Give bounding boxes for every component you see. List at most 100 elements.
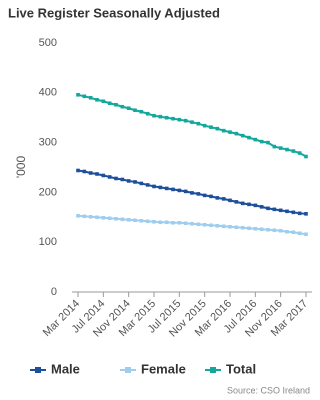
source: Source: CSO Ireland xyxy=(227,385,310,395)
y-tick-label: 400 xyxy=(39,87,57,99)
y-tick-label: 200 xyxy=(39,186,57,198)
marker xyxy=(183,189,188,194)
marker xyxy=(164,115,169,120)
marker xyxy=(234,131,239,136)
marker xyxy=(95,172,99,176)
marker xyxy=(304,232,308,237)
marker xyxy=(120,104,125,109)
marker xyxy=(259,205,264,209)
marker xyxy=(234,200,239,204)
marker xyxy=(171,220,175,225)
marker xyxy=(266,227,270,232)
marker xyxy=(228,198,232,203)
marker xyxy=(95,97,99,102)
marker xyxy=(297,151,302,155)
marker xyxy=(158,220,163,225)
marker xyxy=(139,181,144,186)
y-tick-label: 300 xyxy=(39,137,57,149)
marker xyxy=(240,201,245,206)
marker xyxy=(164,186,169,191)
marker xyxy=(190,120,194,124)
marker xyxy=(297,231,302,236)
y-axis-label: '000 xyxy=(14,156,28,179)
legend-marker xyxy=(210,367,216,373)
marker xyxy=(101,99,106,104)
marker xyxy=(228,224,232,229)
marker xyxy=(177,117,182,122)
marker xyxy=(120,217,125,222)
marker xyxy=(215,223,220,228)
marker xyxy=(101,215,106,220)
marker xyxy=(114,102,118,107)
legend-label: Total xyxy=(226,361,256,376)
marker xyxy=(266,206,270,211)
marker xyxy=(209,194,213,199)
marker xyxy=(278,146,283,150)
marker xyxy=(285,229,289,234)
marker xyxy=(253,137,258,142)
marker xyxy=(126,179,131,183)
marker xyxy=(247,226,251,231)
marker xyxy=(152,113,156,118)
marker xyxy=(215,126,220,131)
marker xyxy=(228,130,232,134)
marker xyxy=(304,212,308,216)
line xyxy=(77,93,307,158)
marker xyxy=(133,108,137,113)
chart-title: Live Register Seasonally Adjusted xyxy=(8,5,220,20)
marker xyxy=(259,227,264,232)
marker xyxy=(145,111,150,116)
marker xyxy=(133,180,137,184)
marker xyxy=(76,168,80,173)
marker xyxy=(126,217,131,222)
marker xyxy=(88,171,93,175)
marker xyxy=(196,121,201,126)
marker xyxy=(101,173,106,178)
marker xyxy=(183,221,188,226)
marker xyxy=(177,188,182,193)
legend-label: Male xyxy=(51,361,80,376)
marker xyxy=(291,210,296,215)
marker xyxy=(152,184,156,189)
marker xyxy=(272,207,277,212)
marker xyxy=(164,220,169,225)
marker xyxy=(278,208,283,213)
marker xyxy=(253,203,258,208)
legend-item: Total xyxy=(205,361,256,376)
marker xyxy=(240,133,245,138)
marker xyxy=(215,196,220,200)
marker xyxy=(253,226,258,231)
marker xyxy=(107,216,112,221)
marker xyxy=(247,135,251,140)
legend-item: Female xyxy=(120,361,186,376)
marker xyxy=(152,219,156,224)
marker xyxy=(82,94,87,99)
legend-item: Male xyxy=(30,361,80,376)
marker xyxy=(221,224,226,229)
marker xyxy=(234,225,239,230)
marker xyxy=(158,114,163,119)
marker xyxy=(158,185,163,190)
marker xyxy=(82,214,87,219)
marker xyxy=(82,169,87,174)
marker xyxy=(291,149,296,153)
marker xyxy=(107,175,112,179)
marker xyxy=(190,221,194,226)
marker xyxy=(272,144,277,149)
marker xyxy=(285,147,289,152)
legend-marker xyxy=(125,367,131,373)
marker xyxy=(202,193,207,198)
marker xyxy=(304,154,308,159)
legend-label: Female xyxy=(141,361,186,376)
y-tick-label: 0 xyxy=(51,286,57,298)
marker xyxy=(183,118,188,123)
marker xyxy=(88,215,93,219)
marker xyxy=(285,209,289,214)
marker xyxy=(297,211,302,216)
marker xyxy=(76,92,80,97)
marker xyxy=(139,109,144,114)
marker xyxy=(202,123,207,128)
marker xyxy=(221,128,226,133)
marker xyxy=(88,95,93,100)
marker xyxy=(145,183,150,187)
